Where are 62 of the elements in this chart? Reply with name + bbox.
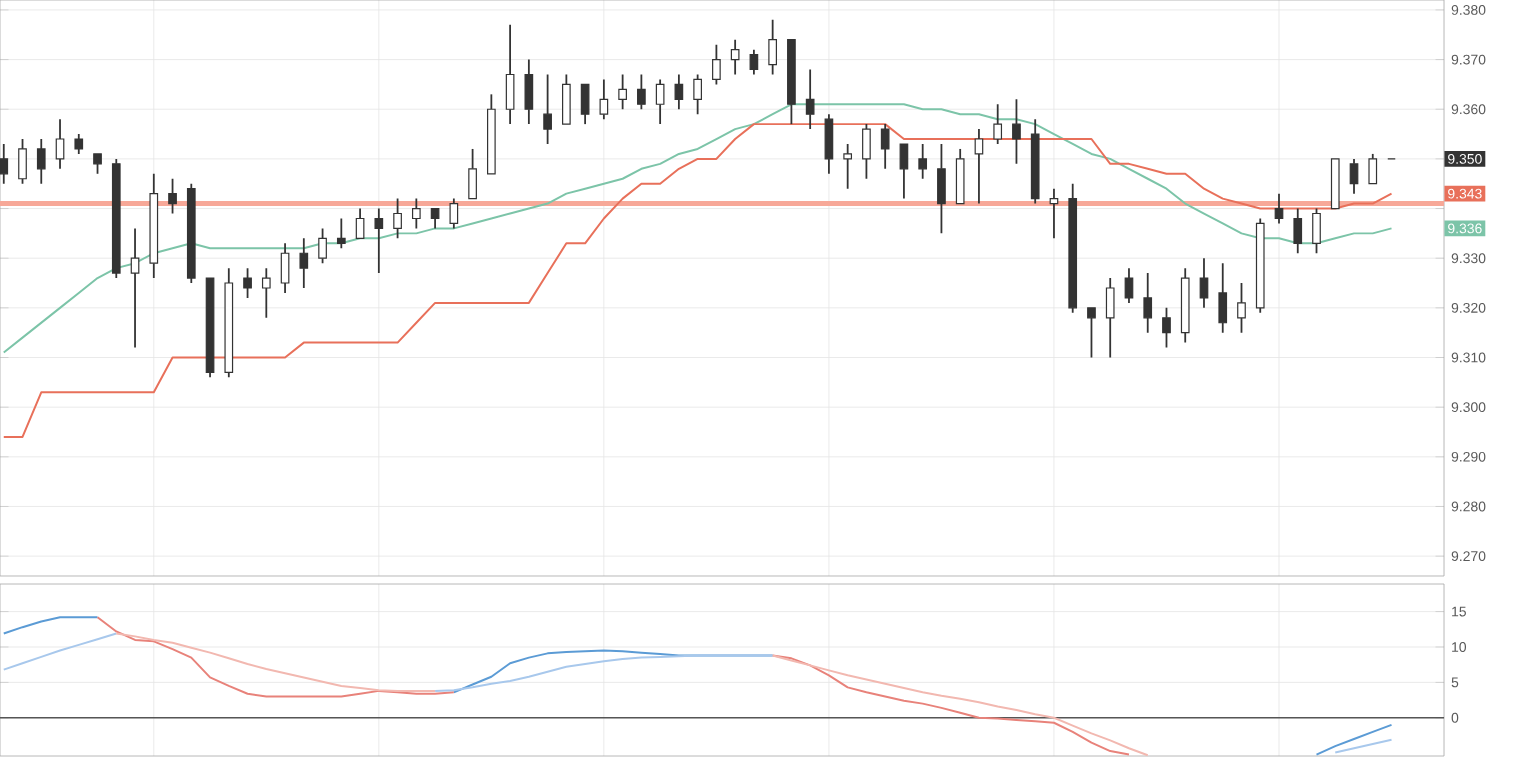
candlestick: [1049, 187, 1059, 240]
candlestick: [336, 217, 346, 250]
candlestick: [1218, 262, 1228, 334]
candlestick: [1105, 277, 1115, 359]
candlestick: [1274, 192, 1284, 225]
candlestick: [149, 172, 159, 279]
candlestick: [1293, 207, 1303, 255]
candlestick: [36, 138, 46, 185]
candlestick: [0, 143, 9, 185]
candlestick: [280, 242, 290, 294]
candlestick: [243, 267, 252, 299]
candlestick: [843, 143, 853, 190]
candlestick: [299, 237, 309, 289]
candlestick: [524, 58, 534, 126]
candlestick: [505, 23, 515, 126]
candlestick: [618, 73, 627, 111]
candlestick: [1162, 306, 1171, 349]
candlestick: [130, 227, 140, 349]
candlestick: [824, 113, 834, 175]
candlestick: [411, 197, 421, 230]
candlestick: [787, 39, 796, 126]
candlestick: [768, 18, 777, 76]
candlestick: [1124, 267, 1134, 304]
candlestick: [487, 93, 496, 175]
candlestick: [355, 207, 365, 239]
candlestick: [1237, 282, 1246, 334]
candlestick: [1349, 157, 1359, 195]
candlestick: [712, 43, 721, 86]
candlestick: [1180, 267, 1190, 344]
candlestick: [374, 207, 384, 274]
candlestick: [580, 83, 590, 126]
candlestick: [693, 73, 702, 116]
candlestick: [1255, 217, 1265, 314]
candlestick: [1199, 257, 1209, 309]
candlestick: [637, 73, 646, 111]
candlestick: [168, 177, 177, 215]
candlestick: [562, 73, 571, 125]
candlestick: [224, 267, 234, 379]
candlestick: [655, 78, 665, 126]
candlestick: [55, 118, 65, 170]
candlestick: [1087, 307, 1096, 359]
candlestick: [468, 148, 477, 200]
candlestick: [805, 68, 815, 130]
candlestick: [918, 143, 928, 180]
candlestick: [261, 267, 271, 319]
candlestick: [880, 123, 890, 170]
candlestick: [674, 73, 684, 111]
candlestick: [1012, 98, 1021, 165]
candlestick: [543, 73, 552, 145]
candlestick: [937, 143, 946, 235]
candlestick: [730, 38, 740, 76]
candlestick: [899, 143, 909, 200]
candlestick: [393, 197, 402, 240]
candlestick: [1143, 272, 1153, 334]
candlestick: [1030, 118, 1040, 205]
candlestick: [993, 103, 1003, 145]
candlestick: [955, 148, 965, 205]
candlestick: [430, 207, 440, 230]
candlestick: [974, 128, 984, 205]
candlestick: [1068, 182, 1078, 314]
candlestick: [599, 78, 609, 121]
candlestick: [862, 123, 871, 180]
